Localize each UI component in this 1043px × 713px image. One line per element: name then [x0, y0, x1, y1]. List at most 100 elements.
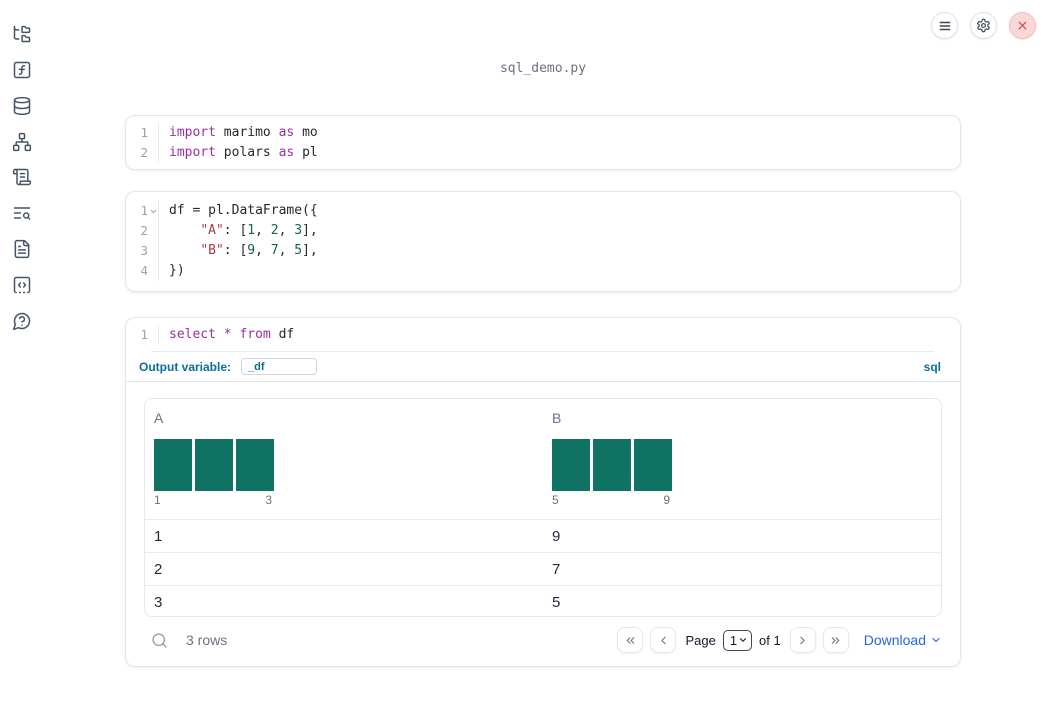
sidebar-item-folder-tree[interactable]: [12, 24, 32, 44]
code-text[interactable]: import polars as pl: [169, 145, 318, 160]
gutter: 2: [126, 143, 159, 163]
table-footer-left: 3 rows: [144, 631, 227, 649]
square-dashed-bottom-code-icon: [13, 276, 31, 294]
sidebar-item-scroll-text[interactable]: [12, 167, 32, 187]
message-circle-question-icon: [12, 312, 31, 331]
search-icon: [152, 632, 167, 648]
gear-icon: [977, 18, 990, 33]
fold-spacer: [148, 123, 158, 143]
language-badge[interactable]: sql: [918, 359, 947, 375]
first-page-button[interactable]: [617, 627, 644, 653]
code-text[interactable]: import marimo as mo: [169, 125, 318, 140]
close-icon: [1018, 21, 1027, 30]
fold-spacer: [148, 241, 158, 261]
axis-min-label: 5: [552, 493, 559, 507]
code-line: 4}): [126, 261, 960, 281]
chevron-down-icon: [740, 638, 747, 642]
network-icon: [12, 132, 32, 152]
code-text[interactable]: }): [169, 263, 185, 278]
table-cell: 3: [154, 593, 163, 611]
code-text[interactable]: "A": [1, 2, 3],: [200, 223, 318, 238]
histogram-bar: [552, 439, 590, 491]
download-button[interactable]: Download: [864, 632, 942, 648]
gutter: 2: [126, 221, 159, 241]
table-cell: 2: [154, 560, 163, 578]
download-label: Download: [863, 632, 926, 648]
gutter: 4: [126, 261, 159, 281]
prev-page-button[interactable]: [650, 627, 677, 653]
gutter: 3: [126, 241, 159, 261]
code-line: 2 "A": [1, 2, 3],: [126, 221, 960, 241]
code-text[interactable]: select * from df: [169, 327, 295, 342]
column-name: A: [154, 410, 164, 426]
last-page-button[interactable]: [822, 627, 849, 653]
output-divider: [126, 381, 960, 382]
sidebar-item-network[interactable]: [12, 132, 32, 152]
code-text[interactable]: df = pl.DataFrame({: [169, 203, 318, 218]
page-label: Page: [685, 632, 716, 648]
output-variable-label: Output variable:: [139, 359, 232, 374]
notebook-filename: sql_demo.py: [499, 61, 587, 76]
table-cell: 1: [154, 527, 163, 545]
output-variable-input[interactable]: [241, 358, 318, 375]
histogram-bar: [195, 439, 233, 491]
line-number: 3: [140, 243, 148, 258]
sidebar-item-help[interactable]: [12, 311, 32, 331]
code-line: 1 import marimo as mo: [126, 123, 960, 143]
chevrons-right-icon: [831, 636, 840, 644]
fold-chevron-down-icon[interactable]: [148, 201, 158, 221]
page-select-value: 1: [729, 632, 738, 648]
table-footer: 3 rows Page 1 of 1: [144, 620, 942, 660]
histogram: [154, 439, 543, 491]
fold-spacer: [148, 143, 158, 163]
folder-tree-icon: [13, 25, 31, 43]
database-icon: [13, 96, 31, 116]
axis-max-label: 9: [663, 493, 670, 507]
code-line: 1 select * from df: [126, 325, 960, 345]
chevron-down-icon: [932, 637, 940, 643]
line-number: 2: [140, 223, 148, 238]
sidebar-item-function-square[interactable]: [12, 60, 32, 80]
search-button[interactable]: [151, 631, 169, 649]
topbar-actions: [931, 12, 1036, 39]
table-cell: 7: [552, 560, 561, 578]
settings-button[interactable]: [970, 12, 997, 39]
page-select[interactable]: 1: [722, 629, 753, 651]
chevron-left-icon: [661, 636, 666, 644]
fold-spacer: [148, 221, 158, 241]
menu-button[interactable]: [931, 12, 958, 39]
line-number: 2: [140, 145, 148, 160]
file-text-icon: [14, 239, 30, 259]
axis-min-label: 1: [154, 493, 161, 507]
histogram-bar: [236, 439, 274, 491]
sidebar-item-snippets[interactable]: [12, 275, 32, 295]
sidebar-item-file-text[interactable]: [12, 239, 32, 259]
code-text[interactable]: "B": [9, 7, 5],: [200, 243, 318, 258]
code-line: 2 import polars as pl: [126, 143, 960, 163]
sql-cell: 1 select * from df Output variable: sql A…: [125, 317, 961, 667]
scroll-text-icon: [12, 168, 32, 186]
line-number: 1: [140, 203, 148, 218]
table-cell: 5: [552, 593, 561, 611]
text-search-icon: [13, 207, 31, 220]
sidebar-item-text-search[interactable]: [12, 203, 32, 223]
shutdown-button[interactable]: [1009, 12, 1036, 39]
function-square-icon: [13, 61, 31, 79]
editor-divider: [151, 351, 934, 352]
line-number: 4: [140, 263, 148, 278]
histogram-bar: [593, 439, 631, 491]
sql-cell-toolbar: Output variable: sql: [126, 352, 960, 381]
row-count: 3 rows: [186, 632, 228, 648]
fold-spacer: [148, 325, 158, 345]
table-cell: 9: [552, 527, 561, 545]
sidebar-item-database[interactable]: [12, 96, 32, 116]
next-page-button[interactable]: [789, 627, 816, 653]
notebook: sql_demo.py 1 import marimo as mo 2 import …: [125, 0, 961, 713]
